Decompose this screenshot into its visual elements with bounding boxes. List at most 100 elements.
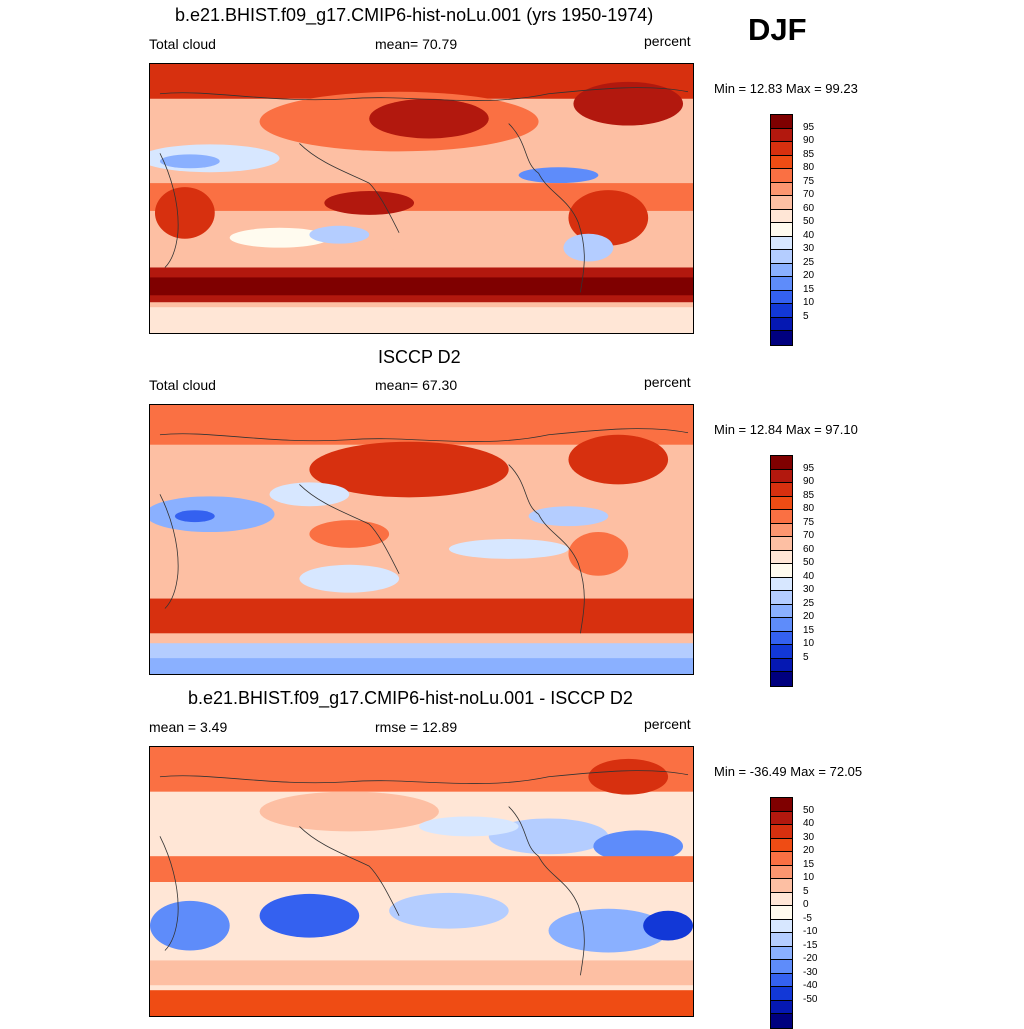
colorbar-swatch: [771, 658, 792, 672]
colorbar-tick-label: 80: [803, 503, 815, 514]
colorbar-swatch: [771, 973, 792, 987]
colorbar-tick-label: 15: [803, 858, 815, 870]
colorbar-swatch: [771, 672, 792, 686]
colorbar-tick-label: 30: [803, 243, 815, 254]
colorbar-swatch: [771, 564, 792, 578]
colorbar-swatch: [771, 250, 792, 264]
colorbar-tick-label: 5: [803, 310, 809, 322]
colorbar-swatch: [771, 290, 792, 304]
colorbar-tick-label: 10: [803, 297, 815, 308]
colorbar-tick-label: 90: [803, 135, 815, 146]
colorbar-swatch: [771, 128, 792, 142]
min-max-label: Min = 12.83 Max = 99.23: [714, 81, 858, 96]
colorbar-swatch: [771, 537, 792, 551]
colorbar-swatch: [771, 919, 792, 933]
colorbar-swatch: [771, 496, 792, 510]
colorbar-swatch: [771, 946, 792, 960]
colorbar-tick-label: 5: [803, 885, 809, 897]
colorbar-swatch: [771, 631, 792, 645]
colorbar-swatch: [771, 906, 792, 920]
colorbar-swatch: [771, 577, 792, 591]
min-max-label: Min = -36.49 Max = 72.05: [714, 764, 863, 779]
colorbar-swatch: [771, 331, 792, 345]
colorbar-swatch: [771, 604, 792, 618]
colorbar-swatch: [771, 115, 792, 129]
colorbar-swatch: [771, 209, 792, 223]
colorbar: [770, 455, 793, 687]
colorbar-swatch: [771, 987, 792, 1001]
colorbar-swatch: [771, 645, 792, 659]
colorbar-swatch: [771, 798, 792, 812]
colorbar-swatch: [771, 196, 792, 210]
colorbar-tick-label: 30: [803, 584, 815, 595]
colorbar-tick-label: -40: [803, 980, 818, 991]
colorbar-swatch: [771, 456, 792, 470]
colorbar-swatch: [771, 510, 792, 524]
colorbar-tick-label: -5: [803, 912, 812, 924]
colorbar-swatch: [771, 142, 792, 156]
colorbar-tick-label: 15: [803, 283, 815, 295]
colorbar-tick-label: 25: [803, 597, 815, 609]
units-label: percent: [644, 716, 691, 732]
variable-label: Total cloud: [149, 377, 216, 393]
colorbar-swatch: [771, 550, 792, 564]
colorbar-tick-label: 50: [803, 216, 815, 227]
colorbar-tick-label: 0: [803, 899, 809, 910]
colorbar-swatch: [771, 469, 792, 483]
colorbar-tick-label: -50: [803, 993, 818, 1005]
colorbar-tick-label: 80: [803, 162, 815, 173]
colorbar-swatch: [771, 155, 792, 169]
colorbar-swatch: [771, 838, 792, 852]
colorbar-swatch: [771, 591, 792, 605]
colorbar-tick-label: -15: [803, 939, 818, 951]
units-label: percent: [644, 374, 691, 390]
panel-title: b.e21.BHIST.f09_g17.CMIP6-hist-noLu.001 …: [175, 5, 654, 25]
colorbar-swatch: [771, 811, 792, 825]
colorbar-tick-label: 75: [803, 516, 815, 528]
variable-label: Total cloud: [149, 36, 216, 52]
difference-map: [149, 746, 694, 1017]
colorbar-swatch: [771, 483, 792, 497]
colorbar-tick-label: 95: [803, 121, 815, 133]
colorbar-tick-label: 60: [803, 543, 815, 555]
colorbar-tick-label: -20: [803, 953, 818, 964]
colorbar-swatch: [771, 182, 792, 196]
colorbar-swatch: [771, 263, 792, 277]
colorbar-swatch: [771, 865, 792, 879]
colorbar-tick-label: -30: [803, 966, 818, 978]
colorbar-tick-label: 20: [803, 845, 815, 856]
colorbar-tick-label: 85: [803, 489, 815, 501]
colorbar-tick-label: 20: [803, 270, 815, 281]
colorbar-tick-label: 40: [803, 229, 815, 241]
colorbar-swatch: [771, 236, 792, 250]
colorbar-tick-label: 20: [803, 611, 815, 622]
cloud-map: [149, 404, 694, 675]
mean-label: mean = 3.49: [149, 719, 228, 735]
colorbar-swatch: [771, 1000, 792, 1014]
min-max-label: Min = 12.84 Max = 97.10: [714, 422, 858, 437]
rmse-label: rmse = 12.89: [375, 719, 458, 735]
season-label: DJF: [748, 12, 807, 47]
colorbar-swatch: [771, 169, 792, 183]
colorbar-swatch: [771, 1014, 792, 1028]
colorbar-tick-label: 85: [803, 148, 815, 160]
colorbar-tick-label: 50: [803, 804, 815, 816]
colorbar-swatch: [771, 304, 792, 318]
colorbar-swatch: [771, 960, 792, 974]
colorbar-tick-label: 25: [803, 256, 815, 268]
colorbar-swatch: [771, 317, 792, 331]
colorbar-tick-label: 10: [803, 872, 815, 883]
colorbar-tick-label: 10: [803, 638, 815, 649]
colorbar-tick-label: 5: [803, 651, 809, 663]
cloud-map: [149, 63, 694, 334]
panel-title: b.e21.BHIST.f09_g17.CMIP6-hist-noLu.001 …: [188, 688, 633, 708]
colorbar-swatch: [771, 277, 792, 291]
colorbar-swatch: [771, 892, 792, 906]
colorbar: [770, 114, 793, 346]
colorbar-tick-label: -10: [803, 926, 818, 937]
panel-title: ISCCP D2: [378, 347, 461, 367]
colorbar-tick-label: 60: [803, 202, 815, 214]
colorbar-tick-label: 90: [803, 476, 815, 487]
colorbar: [770, 797, 793, 1029]
mean-label: mean= 67.30: [375, 377, 458, 393]
